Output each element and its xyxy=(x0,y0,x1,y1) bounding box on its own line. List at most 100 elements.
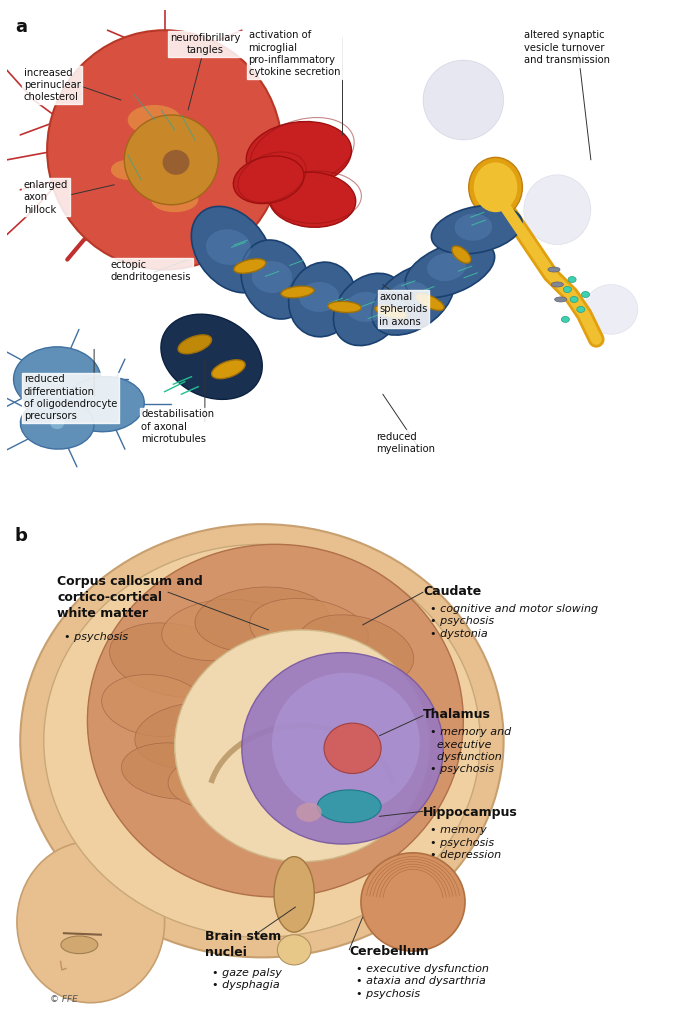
Ellipse shape xyxy=(97,399,111,409)
Ellipse shape xyxy=(51,419,64,429)
Ellipse shape xyxy=(551,282,563,287)
Ellipse shape xyxy=(469,157,523,217)
Text: increased
perinuclear
cholesterol: increased perinuclear cholesterol xyxy=(23,68,81,103)
Ellipse shape xyxy=(127,143,155,157)
Ellipse shape xyxy=(427,253,466,281)
Ellipse shape xyxy=(299,282,339,311)
Ellipse shape xyxy=(111,159,145,180)
Ellipse shape xyxy=(61,935,98,954)
Text: Brain stem
nuclei: Brain stem nuclei xyxy=(205,929,281,959)
Ellipse shape xyxy=(524,175,591,245)
Ellipse shape xyxy=(555,297,566,302)
Text: b: b xyxy=(15,526,28,545)
Ellipse shape xyxy=(570,296,578,302)
Text: • executive dysfunction
• ataxia and dysarthria
• psychosis: • executive dysfunction • ataxia and dys… xyxy=(356,964,489,999)
Ellipse shape xyxy=(21,399,94,449)
Ellipse shape xyxy=(563,287,571,293)
Ellipse shape xyxy=(269,172,356,227)
Ellipse shape xyxy=(229,715,349,776)
Ellipse shape xyxy=(328,301,361,313)
Ellipse shape xyxy=(135,702,255,769)
Text: enlarged
axon
hillock: enlarged axon hillock xyxy=(23,180,68,215)
Ellipse shape xyxy=(21,524,503,957)
Ellipse shape xyxy=(324,723,381,773)
Ellipse shape xyxy=(281,286,314,298)
Ellipse shape xyxy=(346,292,386,322)
Text: reduced
differentiation
of oligodendrocyte
precursors: reduced differentiation of oligodendrocy… xyxy=(23,374,117,421)
Ellipse shape xyxy=(234,156,304,204)
Ellipse shape xyxy=(290,699,395,763)
Ellipse shape xyxy=(548,267,560,272)
Ellipse shape xyxy=(124,115,219,205)
Ellipse shape xyxy=(51,374,64,384)
Text: Cerebellum: Cerebellum xyxy=(349,945,429,958)
Ellipse shape xyxy=(584,285,638,334)
Text: Thalamus: Thalamus xyxy=(423,708,491,721)
Ellipse shape xyxy=(151,187,198,212)
Ellipse shape xyxy=(110,623,240,698)
Ellipse shape xyxy=(195,587,329,653)
Ellipse shape xyxy=(568,277,576,283)
Ellipse shape xyxy=(168,147,208,173)
Text: activation of
microglial
pro-inflammatory
cytokine secretion: activation of microglial pro-inflammator… xyxy=(249,30,340,77)
Text: altered synaptic
vesicle turnover
and transmission: altered synaptic vesicle turnover and tr… xyxy=(524,30,610,65)
Ellipse shape xyxy=(64,376,145,432)
Ellipse shape xyxy=(175,630,429,861)
Ellipse shape xyxy=(161,315,262,400)
Ellipse shape xyxy=(582,292,590,297)
Ellipse shape xyxy=(298,615,414,686)
Ellipse shape xyxy=(212,360,245,378)
Ellipse shape xyxy=(334,273,406,345)
Ellipse shape xyxy=(474,162,517,212)
Ellipse shape xyxy=(47,30,282,269)
Text: destabilisation
of axonal
microtubules: destabilisation of axonal microtubules xyxy=(141,409,214,444)
Ellipse shape xyxy=(296,803,322,821)
Ellipse shape xyxy=(561,317,569,323)
Ellipse shape xyxy=(415,294,444,310)
Ellipse shape xyxy=(127,105,182,135)
Text: ectopic
dendritogenesis: ectopic dendritogenesis xyxy=(111,259,191,282)
Ellipse shape xyxy=(274,856,314,932)
Ellipse shape xyxy=(423,60,503,140)
Ellipse shape xyxy=(372,264,454,335)
Ellipse shape xyxy=(405,242,495,298)
Ellipse shape xyxy=(242,653,443,844)
Ellipse shape xyxy=(577,306,585,313)
Ellipse shape xyxy=(234,259,266,273)
Ellipse shape xyxy=(121,743,228,799)
Ellipse shape xyxy=(88,545,463,896)
Ellipse shape xyxy=(272,672,420,814)
Ellipse shape xyxy=(317,790,381,822)
Ellipse shape xyxy=(206,229,251,265)
Text: • memory and
  executive
  dysfunction
• psychosis: • memory and executive dysfunction • psy… xyxy=(429,727,511,774)
Ellipse shape xyxy=(252,261,292,293)
Ellipse shape xyxy=(162,150,190,175)
Text: • gaze palsy
• dysphagia: • gaze palsy • dysphagia xyxy=(212,968,282,990)
Ellipse shape xyxy=(432,206,522,254)
Ellipse shape xyxy=(241,240,310,319)
Ellipse shape xyxy=(277,934,311,965)
Ellipse shape xyxy=(188,695,309,756)
Ellipse shape xyxy=(178,335,212,354)
Ellipse shape xyxy=(44,545,480,938)
Ellipse shape xyxy=(288,262,356,337)
Text: reduced
myelination: reduced myelination xyxy=(376,432,435,454)
Ellipse shape xyxy=(14,346,101,411)
Text: • psychosis: • psychosis xyxy=(64,632,128,641)
Ellipse shape xyxy=(452,246,471,263)
Ellipse shape xyxy=(17,842,164,1002)
Text: • cognitive and motor slowing
• psychosis
• dystonia: • cognitive and motor slowing • psychosi… xyxy=(429,603,598,638)
Ellipse shape xyxy=(361,853,465,951)
Ellipse shape xyxy=(389,282,430,313)
Ellipse shape xyxy=(168,754,275,809)
Text: © FFE: © FFE xyxy=(51,995,78,1003)
Text: Hippocampus: Hippocampus xyxy=(423,806,518,819)
Text: • memory
• psychosis
• depression: • memory • psychosis • depression xyxy=(429,825,501,860)
Text: neurofibrillary
tangles: neurofibrillary tangles xyxy=(170,33,240,56)
Ellipse shape xyxy=(191,207,272,293)
Ellipse shape xyxy=(101,674,208,736)
Text: Caudate: Caudate xyxy=(423,585,482,597)
Text: Corpus callosum and
cortico-cortical
white matter: Corpus callosum and cortico-cortical whi… xyxy=(57,575,203,620)
Ellipse shape xyxy=(375,305,407,319)
Ellipse shape xyxy=(162,599,282,661)
